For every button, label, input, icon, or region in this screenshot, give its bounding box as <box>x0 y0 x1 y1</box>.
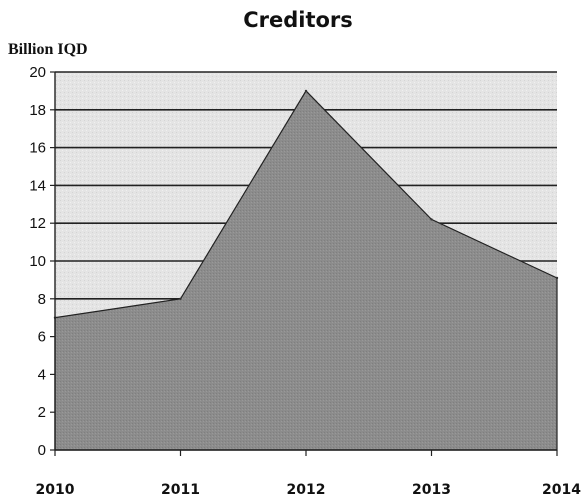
y-tick-label: 18 <box>29 102 46 119</box>
y-axis-unit-label: Billion IQD <box>8 41 88 58</box>
y-tick-label: 8 <box>38 291 46 308</box>
y-tick-label: 12 <box>29 215 46 232</box>
x-tick-label: 2011 <box>161 482 200 498</box>
y-tick-label: 4 <box>38 366 46 383</box>
data-point-2014 <box>555 276 559 280</box>
y-tick-label: 2 <box>38 404 46 421</box>
data-point-2012 <box>304 89 308 93</box>
data-point-2013 <box>430 218 433 221</box>
y-tick-label: 6 <box>38 329 46 346</box>
x-tick-label: 2014 <box>542 482 581 498</box>
y-tick-labels: 0 2 4 6 8 10 12 14 16 18 20 <box>29 64 46 459</box>
series-area <box>53 89 559 451</box>
y-tick-label: 20 <box>29 64 46 81</box>
x-tick-label: 2010 <box>36 482 75 498</box>
creditors-area <box>54 89 558 451</box>
x-tick-label: 2013 <box>412 482 451 498</box>
data-point-2011 <box>179 297 182 300</box>
axes <box>50 71 558 456</box>
y-tick-label: 16 <box>29 140 46 157</box>
x-tick-labels: 2010 2011 2012 2013 2014 <box>36 482 582 498</box>
x-tick-label: 2012 <box>287 482 326 498</box>
y-tick-label: 14 <box>29 177 46 194</box>
y-tick-label: 0 <box>38 442 46 459</box>
y-tick-label: 10 <box>29 253 46 270</box>
chart-title: Creditors <box>243 8 353 32</box>
